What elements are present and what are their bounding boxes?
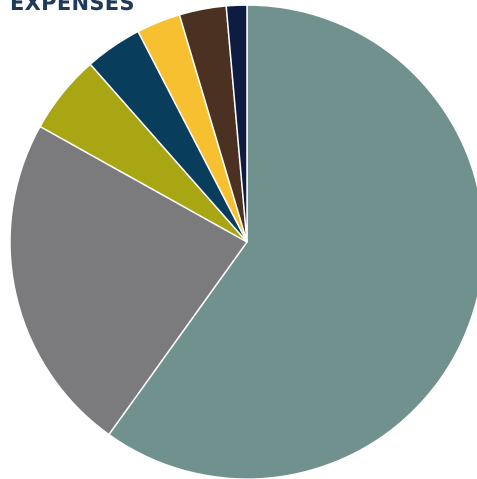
pie-slice-1 (108, 4, 477, 479)
pie-slices (9, 4, 477, 479)
pie-slice-2 (9, 125, 248, 436)
chart-title: EXPENSES (10, 0, 135, 15)
pie-slice-7 (225, 4, 248, 243)
